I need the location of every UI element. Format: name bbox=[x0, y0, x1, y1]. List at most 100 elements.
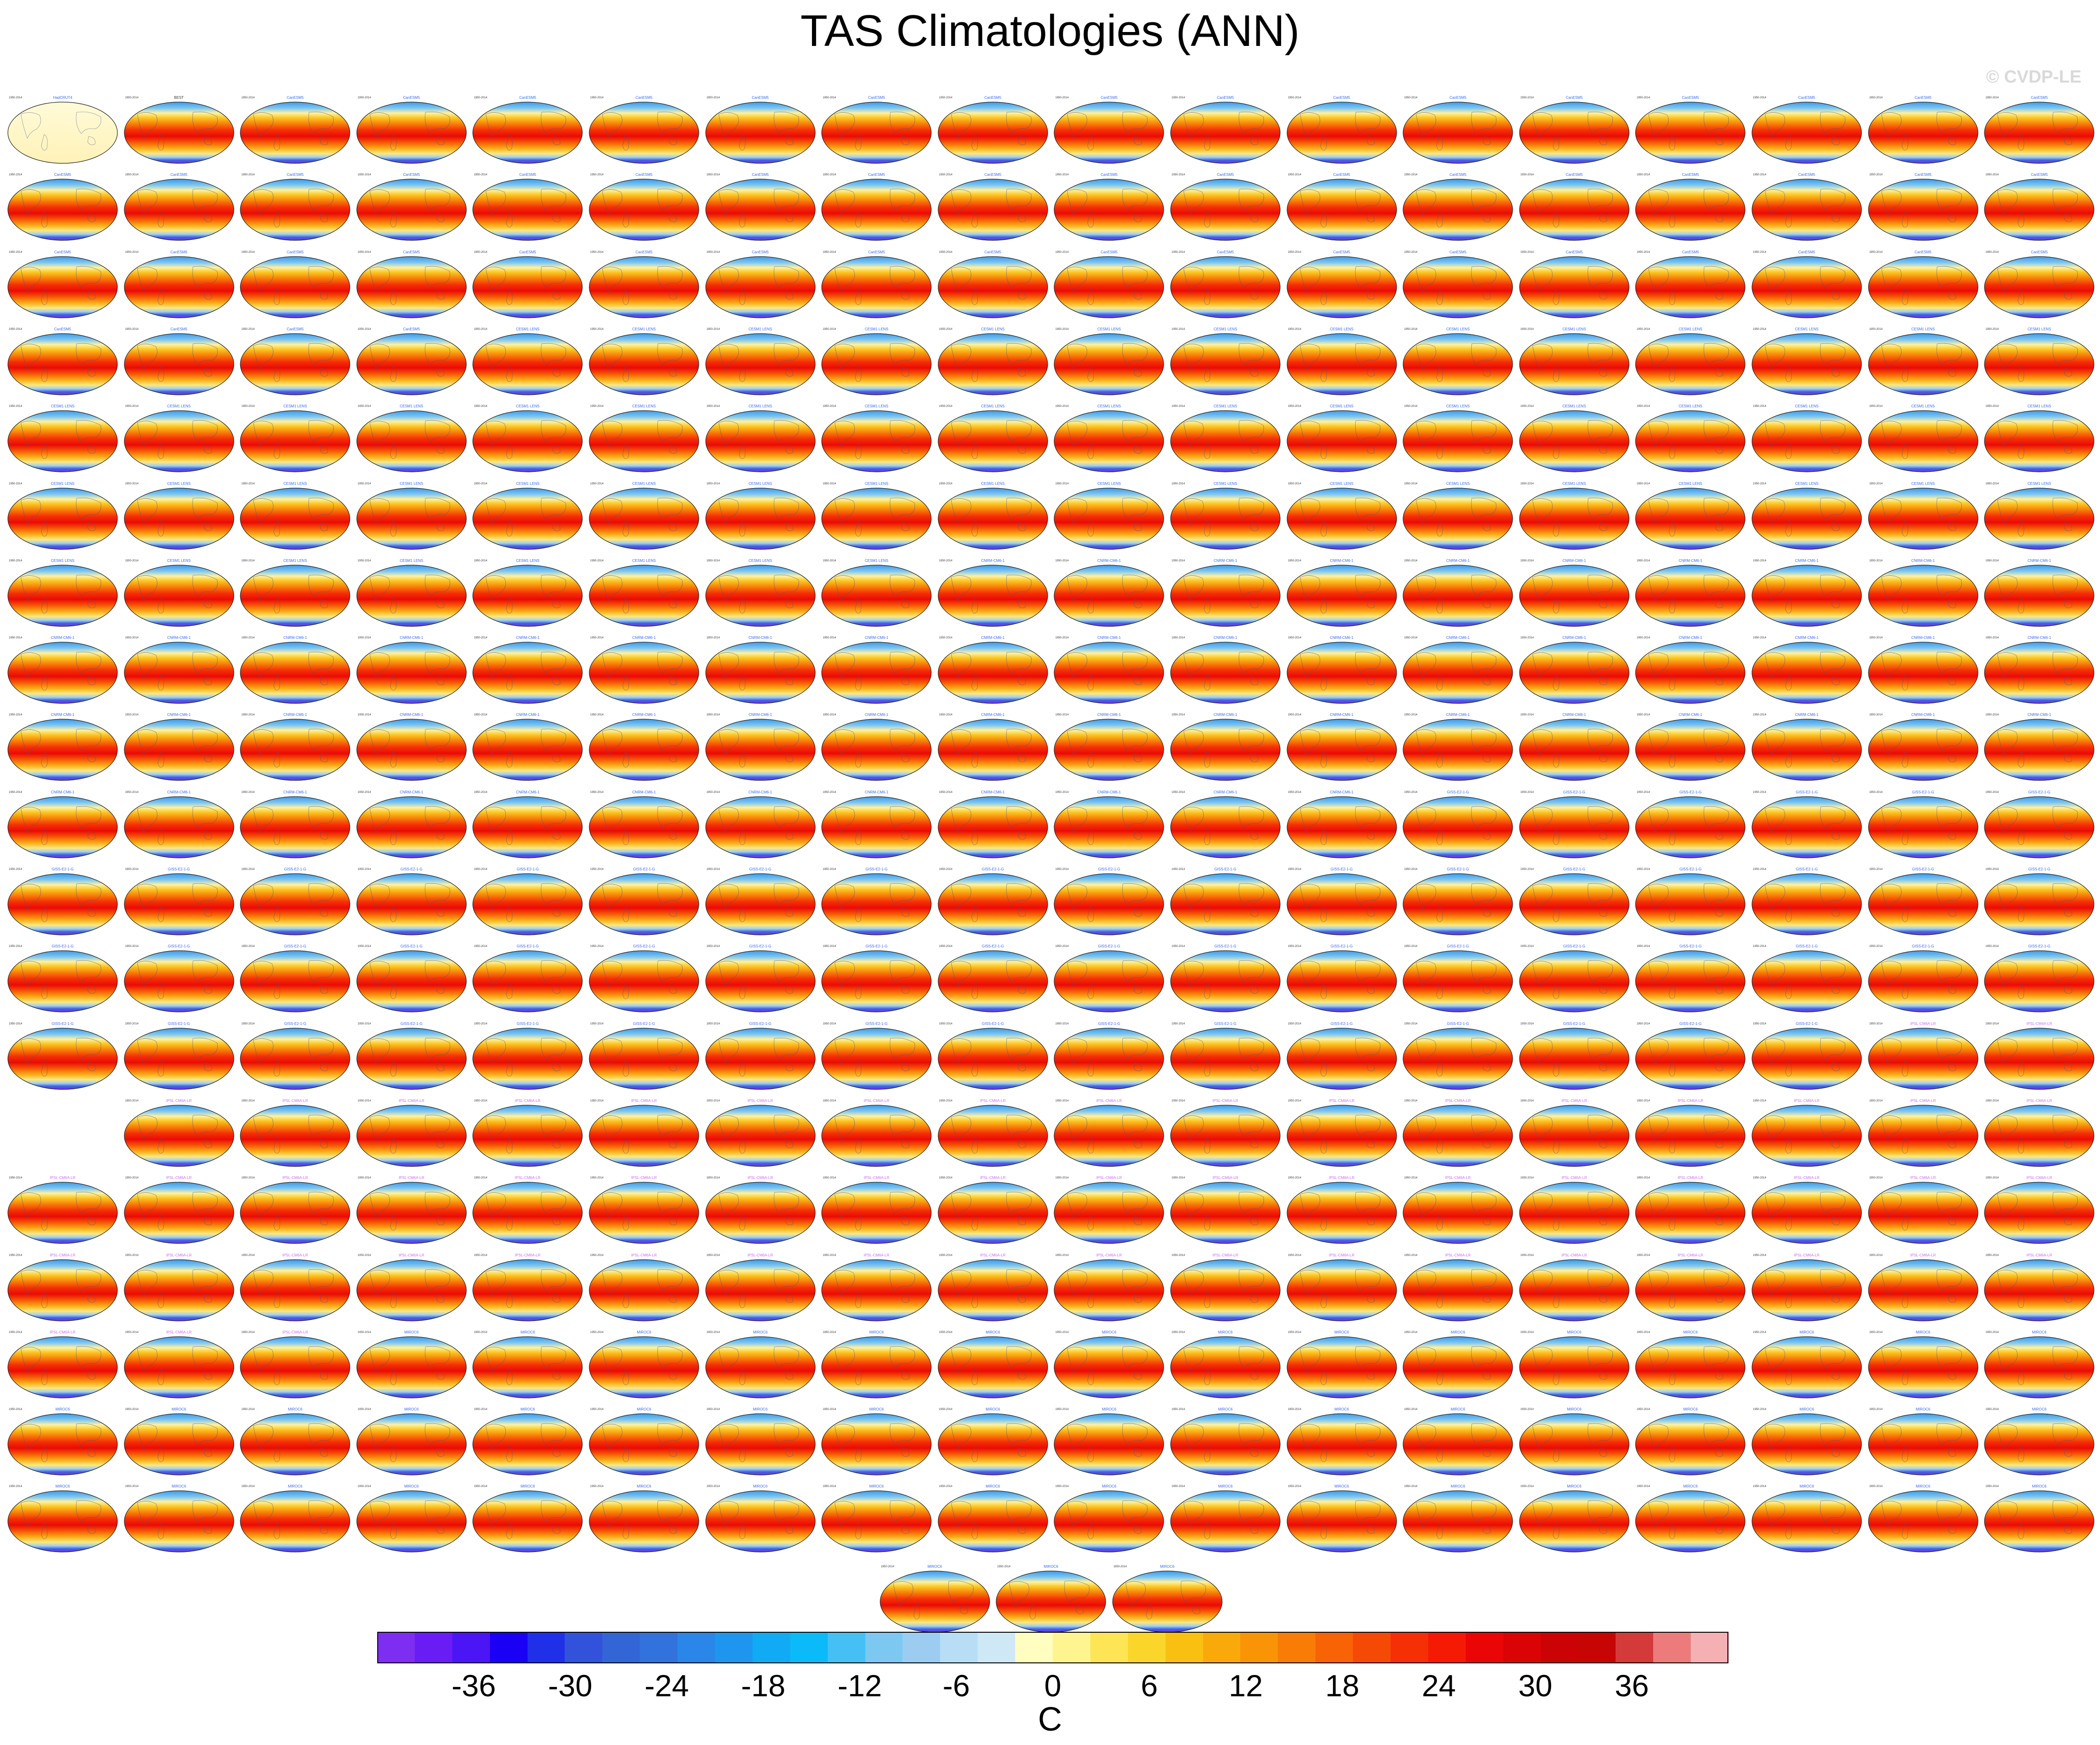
map-globe bbox=[938, 719, 1048, 781]
map-globe bbox=[1635, 102, 1746, 164]
colorbar-tick-label: -6 bbox=[942, 1668, 970, 1703]
panel-period: 1950-2014 bbox=[357, 251, 371, 254]
panel-title: CESM1 LENS bbox=[1446, 327, 1470, 331]
continent-outline bbox=[1648, 806, 1729, 845]
panel-period: 1950-2014 bbox=[357, 328, 371, 331]
continent-outline bbox=[1881, 343, 1962, 382]
map-globe bbox=[1984, 1027, 2094, 1090]
tas-map bbox=[1170, 1490, 1281, 1552]
map-panel: 1950-2014 CESM1 LENS bbox=[1984, 327, 2095, 395]
continent-outline bbox=[1532, 1346, 1613, 1385]
panel-period: 1950-2014 bbox=[1288, 945, 1301, 948]
map-globe bbox=[705, 719, 816, 781]
panel-title: IPSL-CM6A-LR bbox=[166, 1098, 192, 1103]
map-panel: 1950-2014 CNRM-CM6-1 bbox=[1635, 635, 1746, 704]
tas-map bbox=[1868, 719, 1978, 781]
panel-period: 1950-2014 bbox=[1869, 1022, 1883, 1025]
continent-outline bbox=[718, 1423, 799, 1462]
map-globe bbox=[1984, 487, 2094, 550]
map-panel: 1950-2014 CanESM5 bbox=[1751, 250, 1862, 318]
tas-map bbox=[240, 1105, 350, 1167]
panel-title: MIROC6 bbox=[288, 1484, 303, 1489]
tas-map bbox=[589, 333, 699, 395]
panel-period: 1950-2014 bbox=[357, 174, 371, 177]
map-panel: 1950-2014 GISS-E2-1-G bbox=[472, 944, 583, 1012]
continent-outline bbox=[1532, 189, 1613, 228]
map-globe bbox=[589, 410, 699, 472]
panel-title: GISS-E2-1-G bbox=[633, 944, 655, 949]
continent-outline bbox=[20, 1191, 102, 1231]
colorbar-segment bbox=[1616, 1632, 1654, 1663]
panel-title: CESM1 LENS bbox=[1097, 327, 1121, 331]
panel-period: 1950-2014 bbox=[1288, 1254, 1301, 1257]
colorbar-tick-label: 0 bbox=[1044, 1668, 1062, 1703]
continent-outline bbox=[1997, 1346, 2078, 1385]
panel-title: CNRM-CM6-1 bbox=[1679, 558, 1702, 563]
map-panel: 1950-2014 MIROC6 bbox=[239, 1407, 351, 1475]
continent-outline bbox=[1997, 189, 2078, 228]
tas-map bbox=[1286, 796, 1397, 858]
continent-outline bbox=[951, 574, 1031, 614]
panel-title: CESM1 LENS bbox=[864, 404, 889, 409]
panel-title: CNRM-CM6-1 bbox=[167, 713, 191, 717]
panel-period: 1950-2014 bbox=[1055, 1408, 1069, 1411]
colorbar-segment bbox=[1353, 1632, 1391, 1663]
panel-period: 1950-2014 bbox=[706, 714, 720, 717]
tas-map bbox=[1752, 1336, 1862, 1398]
tas-map bbox=[240, 873, 350, 935]
continent-outline bbox=[602, 420, 683, 459]
panel-title: GISS-E2-1-G bbox=[167, 1021, 190, 1026]
panel-period: 1950-2014 bbox=[706, 1022, 720, 1025]
map-globe bbox=[1868, 179, 1978, 241]
panel-title: CNRM-CM6-1 bbox=[167, 790, 191, 794]
map-panel: 1950-2014 CNRM-CM6-1 bbox=[588, 635, 700, 704]
continent-outline bbox=[1997, 883, 2078, 922]
map-panel: 1950-2014 IPSL-CM6A-LR bbox=[7, 1253, 118, 1321]
panel-period: 1950-2014 bbox=[1636, 97, 1650, 99]
tas-map bbox=[938, 950, 1048, 1012]
panel-period: 1950-2014 bbox=[590, 559, 604, 562]
map-globe bbox=[1403, 256, 1513, 318]
tas-map bbox=[1752, 410, 1862, 472]
panel-title: CESM1 LENS bbox=[1562, 327, 1586, 331]
map-panel: 1950-2014 GISS-E2-1-G bbox=[1286, 1021, 1398, 1090]
panel-title: IPSL-CM6A-LR bbox=[515, 1098, 541, 1103]
tas-map bbox=[240, 719, 350, 781]
panel-title: IPSL-CM6A-LR bbox=[2026, 1253, 2052, 1257]
panel-title: CESM1 LENS bbox=[167, 481, 191, 486]
map-globe bbox=[240, 796, 350, 858]
map-panel: 1950-2014 MIROC6 bbox=[1402, 1484, 1514, 1552]
tas-map bbox=[821, 1259, 932, 1321]
continent-outline bbox=[369, 1191, 450, 1231]
colorbar-tick-label: -12 bbox=[837, 1668, 882, 1703]
panel-title: CanESM5 bbox=[635, 250, 653, 254]
panel-period: 1950-2014 bbox=[1753, 1408, 1766, 1411]
tas-map bbox=[1054, 719, 1164, 781]
tas-map bbox=[472, 410, 583, 472]
panel-period: 1950-2014 bbox=[1055, 251, 1069, 254]
tas-map bbox=[1170, 1259, 1281, 1321]
panel-period: 1950-2014 bbox=[1753, 1022, 1766, 1025]
continent-outline bbox=[951, 1269, 1031, 1308]
tas-map bbox=[589, 565, 699, 627]
panel-period: 1950-2014 bbox=[1753, 945, 1766, 948]
map-globe bbox=[589, 1182, 699, 1244]
map-globe bbox=[1170, 1336, 1281, 1398]
panel-title: MIROC6 bbox=[1683, 1484, 1698, 1489]
panel-title: CanESM5 bbox=[286, 96, 304, 100]
panel-title: CanESM5 bbox=[1101, 250, 1118, 254]
map-panel: 1950-2014 MIROC6 bbox=[1868, 1407, 1979, 1475]
map-globe bbox=[356, 719, 467, 781]
map-globe bbox=[1635, 333, 1746, 395]
panel-period: 1950-2014 bbox=[1636, 1485, 1650, 1488]
continent-outline bbox=[1183, 189, 1264, 228]
map-panel: 1950-2014 GISS-E2-1-G bbox=[1286, 944, 1398, 1012]
tas-map bbox=[1868, 1105, 1978, 1167]
panel-period: 1950-2014 bbox=[823, 97, 836, 99]
panel-title: CESM1 LENS bbox=[51, 481, 75, 486]
continent-outline bbox=[137, 1037, 218, 1076]
tas-map bbox=[1868, 1182, 1978, 1244]
panel-period: 1950-2014 bbox=[357, 482, 371, 485]
map-globe bbox=[1635, 1490, 1746, 1552]
panel-period: 1950-2014 bbox=[1404, 1485, 1417, 1488]
